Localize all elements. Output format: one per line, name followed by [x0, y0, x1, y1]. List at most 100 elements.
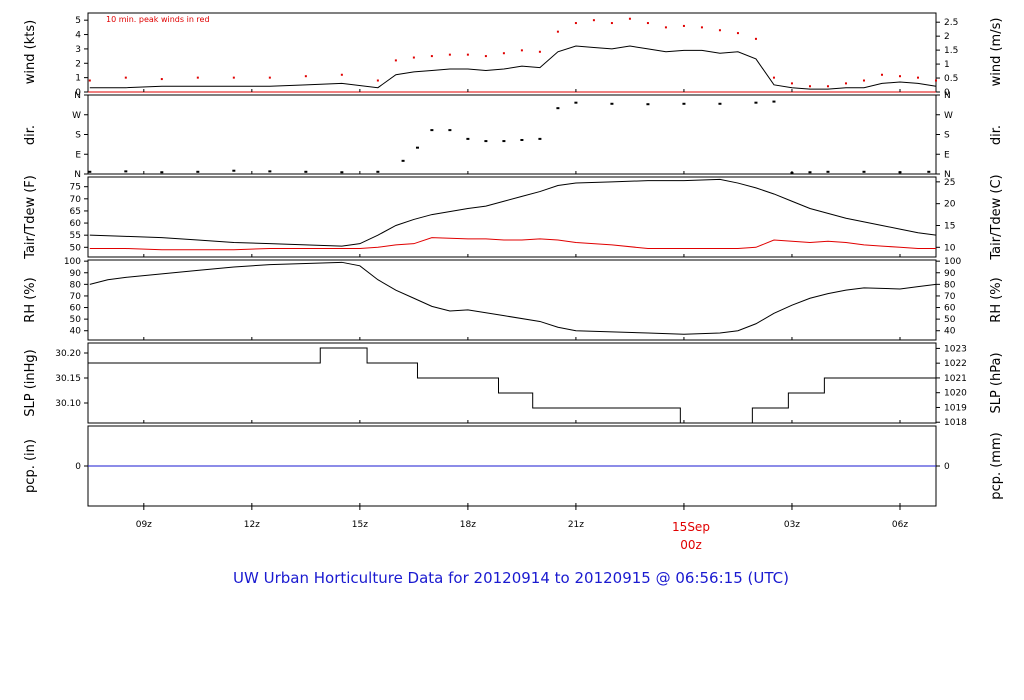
right-tick-label: 15: [944, 221, 955, 231]
precip-left-label: pcp. (in): [23, 439, 38, 493]
direction-point: [430, 129, 434, 132]
right-tick-label: 1019: [944, 403, 967, 413]
right-tick-label: 60: [944, 304, 956, 314]
direction-point: [772, 100, 776, 103]
right-tick-label: 80: [944, 280, 956, 290]
right-tick-label: 1020: [944, 389, 967, 399]
peak-wind-point: [790, 82, 793, 85]
direction-point: [520, 138, 524, 141]
peak-wind-point: [556, 30, 559, 33]
time-tick-label: 12z: [244, 520, 260, 530]
direction-point: [160, 171, 164, 174]
peak-wind-point: [754, 37, 757, 40]
temperature-panel-frame: [87, 176, 937, 258]
humidity-panel-frame: [87, 259, 937, 341]
dewpoint-line: [89, 237, 936, 251]
direction-point: [304, 170, 308, 173]
right-tick-label: E: [944, 150, 950, 160]
pressure-panel: SLP (inHg) SLP (hPa) 30.10 30.15 30.20 1018…: [23, 342, 1004, 428]
left-tick-label: 0: [75, 462, 81, 472]
peak-wind-point: [502, 52, 505, 55]
peak-wind-point: [574, 22, 577, 25]
direction-right-label: dir.: [989, 125, 1004, 145]
right-tick-label: 2.5: [944, 18, 958, 28]
left-tick-label: 30.20: [55, 349, 81, 359]
direction-point: [376, 170, 380, 173]
right-tick-label: 1021: [944, 374, 967, 384]
peak-wind-point: [430, 55, 433, 58]
right-tick-label: 1023: [944, 344, 967, 354]
right-tick-label: 100: [944, 257, 961, 267]
left-tick-label: 75: [70, 183, 81, 193]
left-tick-label: 100: [64, 257, 81, 267]
left-tick-label: E: [75, 150, 81, 160]
peak-wind-point: [304, 75, 307, 78]
wind-left-label: wind (kts): [23, 20, 38, 84]
peak-wind-point: [448, 53, 451, 56]
temperature-panel: Tair/Tdew (F) Tair/Tdew (C) 50 55 60 65 70 75…: [23, 174, 1004, 260]
peak-wind-point: [718, 29, 721, 32]
time-tick-label: 09z: [136, 520, 152, 530]
right-tick-label: S: [944, 131, 950, 141]
peak-wind-point: [826, 85, 829, 88]
humidity-left-label: RH (%): [23, 277, 38, 322]
direction-point: [401, 159, 405, 162]
peak-wind-point: [808, 85, 811, 88]
time-tick-label: 06z: [892, 520, 908, 530]
peak-wind-point: [628, 17, 631, 20]
peak-wind-point: [466, 53, 469, 56]
peak-wind-point: [736, 32, 739, 35]
right-tick-label: 1.5: [944, 46, 958, 56]
direction-point: [556, 107, 560, 110]
peak-wind-point: [538, 50, 541, 53]
left-tick-label: 3: [75, 45, 81, 55]
chart-title: UW Urban Horticulture Data for 20120914 …: [233, 569, 789, 587]
peak-wind-point: [268, 76, 271, 79]
pressure-left-label: SLP (inHg): [23, 349, 38, 417]
direction-point: [754, 101, 758, 104]
direction-point: [196, 170, 200, 173]
peak-wind-point: [682, 24, 685, 27]
direction-point: [448, 129, 452, 132]
peak-wind-point: [935, 79, 937, 82]
direction-panel-frame: [87, 94, 937, 175]
left-tick-label: N: [74, 91, 81, 101]
direction-point: [232, 169, 236, 172]
peak-wind-point: [232, 76, 235, 79]
date-sublabel: 00z: [680, 538, 702, 552]
pressure-right-label: SLP (hPa): [989, 352, 1004, 413]
direction-point: [808, 171, 812, 174]
direction-point: [610, 102, 614, 105]
right-tick-label: 1022: [944, 359, 967, 369]
peak-wind-point: [340, 73, 343, 76]
right-tick-label: 90: [944, 269, 956, 279]
wind-right-label: wind (m/s): [989, 18, 1004, 87]
direction-point: [826, 170, 830, 173]
peak-wind-point: [412, 56, 415, 59]
left-tick-label: 50: [70, 243, 82, 253]
peak-wind-point: [862, 79, 865, 82]
left-tick-label: 5: [75, 16, 81, 26]
pressure-line: [88, 347, 937, 424]
temperature-right-label: Tair/Tdew (C): [989, 174, 1004, 260]
left-tick-label: 55: [70, 231, 81, 241]
left-tick-label: 0: [75, 88, 81, 98]
right-tick-label: N: [944, 170, 951, 180]
right-tick-label: 40: [944, 327, 956, 337]
right-tick-label: 70: [944, 292, 956, 302]
left-tick-label: 50: [70, 315, 82, 325]
peak-wind-point: [610, 22, 613, 25]
peak-wind-point: [664, 26, 667, 29]
time-tick-label: 18z: [460, 520, 476, 530]
peak-wind-point: [844, 82, 847, 85]
direction-point: [124, 170, 128, 173]
left-tick-label: 1: [75, 74, 81, 84]
direction-point: [466, 137, 470, 140]
direction-point: [268, 170, 272, 173]
peak-wind-point: [376, 79, 379, 82]
humidity-right-label: RH (%): [989, 277, 1004, 322]
peak-wind-point: [700, 26, 703, 29]
temperature-left-label: Tair/Tdew (F): [23, 175, 38, 260]
